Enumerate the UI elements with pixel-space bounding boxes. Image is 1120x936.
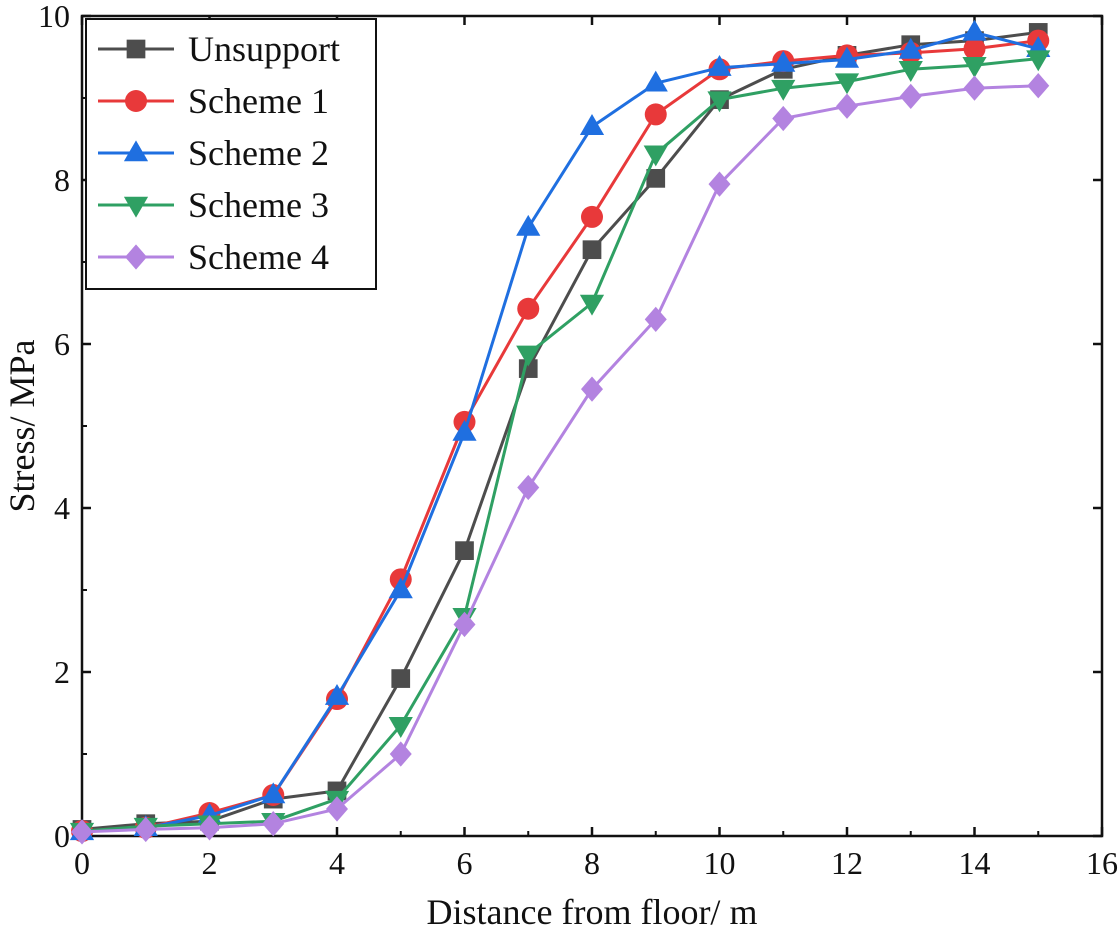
data-point-scheme-2 [707, 55, 732, 76]
legend-marker-scheme-4 [125, 244, 147, 270]
x-tick-label: 10 [704, 845, 736, 881]
data-point-scheme-2 [898, 37, 923, 59]
data-point-scheme-3 [707, 91, 732, 113]
data-point-scheme-3 [643, 145, 668, 167]
data-point-unsupport [391, 669, 411, 688]
data-point-scheme-2 [771, 50, 796, 72]
legend-marker-scheme-1 [125, 90, 147, 112]
data-point-unsupport [582, 240, 602, 260]
data-point-scheme-4 [134, 816, 157, 843]
data-point-scheme-4 [389, 741, 412, 767]
legend-label-scheme-1: Scheme 1 [188, 81, 329, 121]
series-scheme-4 [71, 73, 1050, 845]
legend-item-scheme-4: Scheme 4 [98, 237, 329, 277]
legend-label-unsupport: Unsupport [188, 29, 340, 69]
legend-marker-scheme-3 [123, 196, 149, 218]
data-point-scheme-4 [453, 611, 476, 638]
data-point-scheme-3 [388, 717, 413, 738]
data-point-scheme-4 [326, 796, 348, 822]
data-point-scheme-1 [644, 103, 667, 126]
data-point-scheme-4 [198, 815, 221, 841]
data-point-scheme-3 [898, 61, 923, 82]
axes-layer: 0 2 4 6 8 10 12 14 16 0 2 4 6 8 10 [38, 0, 1118, 881]
y-axis-title: Stress/ MPa [2, 339, 42, 512]
series-layer [69, 19, 1051, 845]
series-line-scheme-2 [81, 30, 1039, 834]
y-tick-label: 0 [54, 818, 70, 854]
data-point-scheme-3 [771, 79, 796, 101]
legend-marker-unsupport [126, 39, 146, 59]
y-tick-label: 10 [38, 0, 70, 34]
series-line-scheme-3 [81, 57, 1039, 833]
data-point-scheme-1 [581, 205, 603, 228]
data-point-scheme-2 [834, 46, 860, 68]
x-tick-label: 2 [202, 845, 218, 881]
data-point-scheme-2 [962, 19, 987, 41]
data-point-scheme-4 [262, 811, 285, 837]
x-tick-label: 4 [329, 845, 345, 881]
y-tick-label: 6 [54, 326, 70, 362]
data-point-unsupport [455, 541, 474, 560]
data-point-scheme-4 [1027, 73, 1050, 99]
data-point-scheme-2 [261, 782, 286, 804]
data-point-scheme-4 [708, 171, 731, 197]
legend-marker-scheme-2 [123, 140, 149, 162]
x-tick-label: 16 [1086, 845, 1118, 881]
x-tick-label: 8 [584, 845, 600, 881]
y-tick-label: 2 [54, 654, 70, 690]
x-tick-label: 6 [457, 845, 473, 881]
data-point-scheme-1 [517, 297, 540, 320]
series-line-unsupport [81, 30, 1039, 831]
legend-label-scheme-3: Scheme 3 [188, 185, 329, 225]
data-point-scheme-4 [836, 93, 858, 119]
x-tick-label: 0 [74, 845, 90, 881]
legend-item-scheme-2: Scheme 2 [98, 133, 329, 173]
data-point-scheme-4 [581, 376, 603, 402]
y-tick-label: 4 [54, 490, 70, 526]
data-point-scheme-3 [834, 73, 860, 95]
y-tick-label: 8 [54, 162, 70, 198]
data-point-unsupport [646, 169, 666, 188]
data-point-scheme-4 [963, 75, 986, 101]
data-point-scheme-1 [963, 37, 986, 60]
data-point-scheme-2 [643, 70, 668, 92]
data-point-scheme-4 [71, 819, 93, 845]
data-point-scheme-3 [962, 56, 987, 78]
legend-item-unsupport: Unsupport [98, 29, 340, 69]
data-point-scheme-2 [516, 214, 541, 236]
data-point-scheme-2 [324, 683, 350, 705]
legend: Unsupport Scheme 1 Scheme 2 Scheme 3 Scheme … [85, 18, 377, 290]
x-tick-label: 14 [959, 845, 991, 881]
legend-label-scheme-2: Scheme 2 [188, 133, 329, 173]
data-point-scheme-4 [517, 474, 540, 501]
data-point-scheme-4 [644, 306, 667, 333]
data-point-scheme-3 [516, 345, 541, 367]
data-point-scheme-2 [452, 419, 477, 441]
series-line-scheme-4 [81, 84, 1039, 834]
data-point-scheme-3 [1026, 50, 1051, 72]
data-point-scheme-2 [579, 114, 605, 135]
legend-label-scheme-4: Scheme 4 [188, 237, 329, 277]
legend-item-scheme-3: Scheme 3 [98, 185, 329, 225]
x-tick-label: 12 [831, 845, 863, 881]
data-point-scheme-3 [579, 294, 605, 316]
data-point-scheme-4 [899, 83, 922, 110]
legend-item-scheme-1: Scheme 1 [98, 81, 329, 121]
data-point-scheme-4 [772, 105, 795, 132]
x-axis-title: Distance from floor/ m [427, 892, 758, 931]
data-point-scheme-2 [388, 577, 413, 599]
